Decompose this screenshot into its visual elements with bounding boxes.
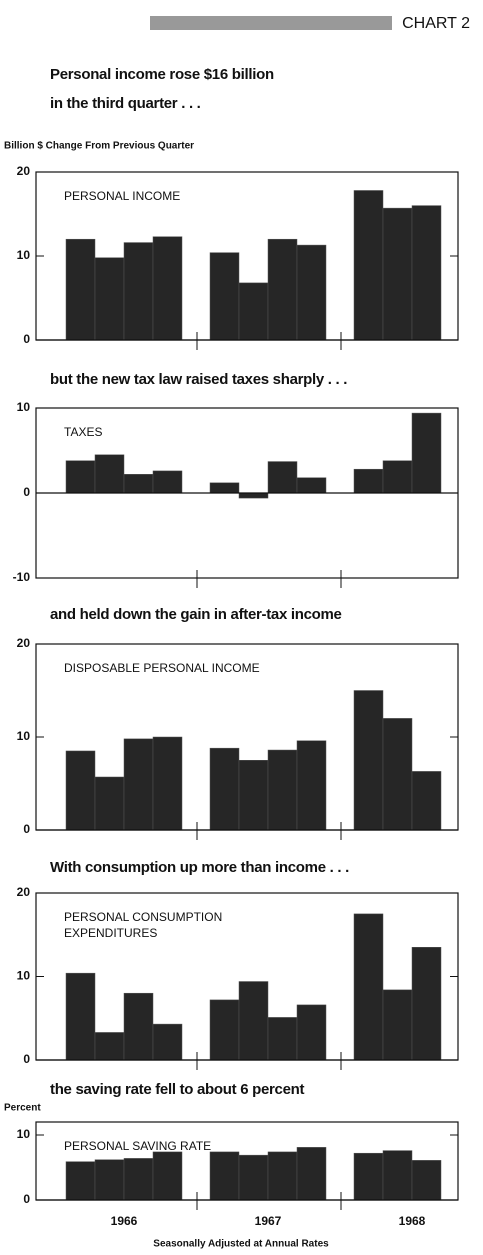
bar — [238, 1154, 269, 1201]
bar — [296, 1004, 327, 1061]
panel-headline: and held down the gain in after-tax inco… — [50, 606, 342, 623]
bar — [411, 412, 442, 494]
panel-label: EXPENDITURES — [64, 926, 157, 940]
bar — [353, 468, 384, 494]
bar — [94, 454, 125, 494]
bar — [123, 1158, 154, 1201]
bar — [123, 242, 154, 341]
panel-headline: in the third quarter . . . — [50, 95, 201, 112]
panel-label: PERSONAL CONSUMPTION — [64, 910, 222, 924]
panel-headline: but the new tax law raised taxes sharply… — [50, 371, 347, 388]
bar — [209, 747, 240, 831]
bar — [267, 461, 298, 494]
bar — [353, 690, 384, 831]
bar — [411, 205, 442, 341]
bar — [296, 244, 327, 341]
bar — [382, 989, 413, 1061]
bar — [296, 477, 327, 494]
bar — [411, 1160, 442, 1201]
bar — [353, 913, 384, 1061]
bar — [65, 972, 96, 1061]
bar — [94, 257, 125, 341]
bar — [152, 470, 183, 494]
bar — [353, 1152, 384, 1201]
y-tick-label: 0 — [23, 332, 30, 346]
bar — [94, 776, 125, 831]
bar — [65, 238, 96, 341]
bar — [238, 981, 269, 1061]
bar — [296, 740, 327, 831]
bar — [411, 947, 442, 1061]
chart-number: CHART 2 — [402, 15, 470, 32]
bar — [209, 1151, 240, 1201]
bar — [267, 1017, 298, 1061]
bar — [238, 282, 269, 341]
bar — [267, 1151, 298, 1201]
bar — [152, 1151, 183, 1201]
bar — [94, 1159, 125, 1201]
bar — [267, 749, 298, 831]
bar — [353, 190, 384, 341]
panel-label: PERSONAL SAVING RATE — [64, 1139, 211, 1153]
bar — [209, 252, 240, 341]
bar — [65, 750, 96, 831]
bar — [411, 771, 442, 831]
header-bar — [150, 16, 392, 30]
panel-headline: With consumption up more than income . .… — [50, 859, 349, 876]
y-tick-label: 20 — [17, 885, 31, 899]
bar — [382, 718, 413, 831]
bar — [152, 736, 183, 831]
bar — [382, 460, 413, 494]
y-axis-label: Billion $ Change From Previous Quarter — [4, 141, 194, 152]
panel-label: DISPOSABLE PERSONAL INCOME — [64, 661, 260, 675]
bar — [238, 760, 269, 831]
bar — [152, 236, 183, 341]
y-tick-label: 0 — [23, 1052, 30, 1066]
panel-headline: Personal income rose $16 billion — [50, 66, 274, 83]
y-tick-label: 20 — [17, 164, 31, 178]
bar — [296, 1147, 327, 1201]
bar — [123, 992, 154, 1061]
bar — [238, 492, 269, 499]
bar — [123, 738, 154, 831]
bar — [65, 460, 96, 494]
footer-note: Seasonally Adjusted at Annual Rates — [153, 1239, 329, 1250]
bar — [382, 1150, 413, 1201]
y-tick-label: 0 — [23, 485, 30, 499]
y-tick-label: 0 — [23, 1192, 30, 1206]
y-tick-label: 0 — [23, 822, 30, 836]
panel-label: PERSONAL INCOME — [64, 189, 180, 203]
bar — [94, 1032, 125, 1061]
y-tick-label: 20 — [17, 636, 31, 650]
y-tick-label: -10 — [13, 570, 31, 584]
panel-label: TAXES — [64, 425, 102, 439]
y-tick-label: 10 — [17, 400, 31, 414]
bar — [209, 482, 240, 494]
y-tick-label: 10 — [17, 248, 31, 262]
bar — [123, 474, 154, 494]
bar — [382, 207, 413, 341]
y-tick-label: 10 — [17, 1127, 31, 1141]
panel-headline: the saving rate fell to about 6 percent — [50, 1081, 304, 1098]
y-axis-label: Percent — [4, 1103, 41, 1114]
bar — [152, 1023, 183, 1061]
x-group-label: 1966 — [111, 1214, 138, 1228]
x-group-label: 1968 — [399, 1214, 426, 1228]
bar — [209, 999, 240, 1061]
bar — [65, 1161, 96, 1201]
bar — [267, 238, 298, 341]
y-tick-label: 10 — [17, 969, 31, 983]
x-group-label: 1967 — [255, 1214, 282, 1228]
y-tick-label: 10 — [17, 729, 31, 743]
